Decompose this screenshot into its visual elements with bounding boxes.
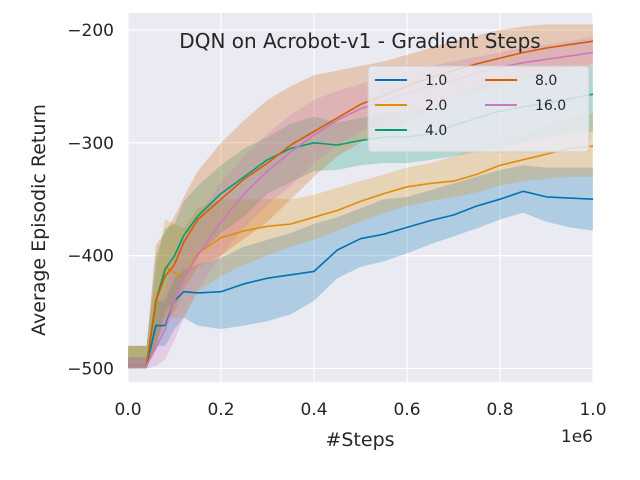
x-tick-label: 1.0 [579,400,606,420]
band-series-1.0 [128,165,593,369]
x-tick-label: 0.4 [300,400,327,420]
legend-label-2.0: 2.0 [425,98,447,114]
x-tick-labels: 0.0 0.2 0.4 0.6 0.8 1.0 [114,400,606,420]
x-tick-label: 0.2 [207,400,234,420]
legend: 1.0 2.0 4.0 8.0 16.0 [367,65,590,153]
legend-label-8.0: 8.0 [535,73,557,89]
y-tick-labels: −200 −300 −400 −500 [67,21,114,380]
line-series-2.0 [128,145,594,366]
y-axis-label: Average Episodic Return [28,104,50,336]
x-offset-label: 1e6 [561,427,593,447]
x-axis-label: #Steps [325,429,394,451]
chart-title: DQN on Acrobot-v1 - Gradient Steps [179,29,540,53]
y-tick-label: −200 [67,21,114,41]
line-series-8.0 [128,40,594,366]
x-tick-label: 0.0 [114,400,141,420]
y-tick-label: −400 [67,247,114,267]
y-tick-label: −300 [67,134,114,154]
grid [127,13,594,382]
legend-label-16.0: 16.0 [535,98,566,114]
y-tick-label: −500 [67,359,114,379]
legend-label-1.0: 1.0 [425,73,447,89]
legend-box [367,65,590,153]
x-tick-label: 0.6 [393,400,420,420]
band-series-2.0 [128,113,593,369]
legend-label-4.0: 4.0 [425,123,447,139]
x-tick-label: 0.8 [486,400,513,420]
